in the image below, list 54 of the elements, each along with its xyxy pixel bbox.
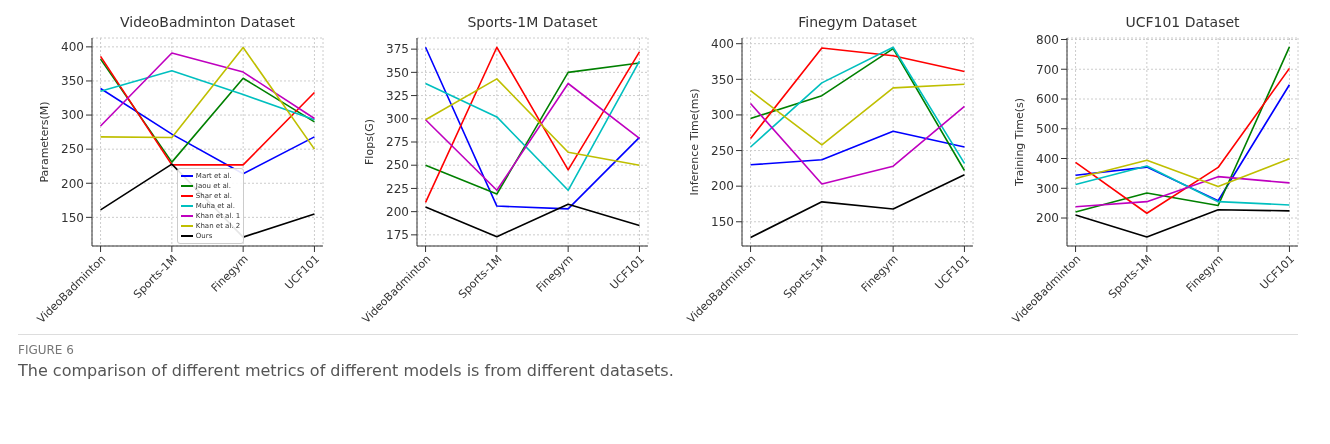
y-tick-label: 150 <box>711 215 734 230</box>
line-series <box>424 82 641 192</box>
y-tick-label: 275 <box>386 135 409 150</box>
line-series <box>1074 165 1291 206</box>
line-series <box>1074 208 1291 238</box>
y-tick-label: 300 <box>386 112 409 127</box>
y-tick-label: 200 <box>61 176 84 191</box>
y-tick-label: 800 <box>1036 32 1059 47</box>
y-tick-label: 350 <box>61 74 84 89</box>
line-series <box>1074 175 1291 208</box>
y-tick-label: 400 <box>1036 151 1059 166</box>
chart-title: UCF101 Dataset <box>1124 14 1241 30</box>
line-series <box>99 52 316 127</box>
y-tick-label: 700 <box>1036 62 1059 77</box>
line-series <box>99 46 316 150</box>
y-tick-label: 500 <box>1036 122 1059 137</box>
caption: FIGURE 6 <box>18 343 75 357</box>
y-tick-label: 250 <box>61 142 84 157</box>
y-tick-label: 300 <box>1036 181 1059 196</box>
line-series <box>749 102 966 185</box>
chart-title: Finegym Dataset <box>797 14 918 30</box>
y-tick-label: 300 <box>711 108 734 123</box>
y-tick-label: 200 <box>711 179 734 194</box>
y-tick-label: 325 <box>386 88 409 103</box>
y-tick-label: 350 <box>711 72 734 87</box>
line-series <box>99 69 316 121</box>
y-tick-label: 400 <box>711 36 734 51</box>
y-axis-title: Inference Time(ms) <box>687 88 701 196</box>
line-series <box>749 130 966 166</box>
y-tick-label: 175 <box>386 228 409 243</box>
y-tick-label: 400 <box>61 40 84 55</box>
y-axis-title: Parameters(M) <box>37 101 51 183</box>
y-tick-label: 350 <box>386 65 409 80</box>
line-series <box>1074 83 1291 202</box>
chart-title: VideoBadminton Dataset <box>119 14 296 30</box>
line-series <box>424 203 641 238</box>
line-series <box>749 47 966 140</box>
line-series <box>749 173 966 239</box>
y-tick-label: 200 <box>1036 211 1059 226</box>
y-tick-label: 225 <box>386 181 409 196</box>
y-tick-label: 600 <box>1036 92 1059 107</box>
y-axis-title: Training Time(s) <box>1012 97 1026 188</box>
y-tick-label: 200 <box>386 204 409 219</box>
y-axis-title: Flops(G) <box>362 119 376 165</box>
chart-title: Sports-1M Dataset <box>466 14 599 30</box>
y-tick-label: 250 <box>711 143 734 158</box>
line-series <box>1074 158 1291 188</box>
line-series <box>749 83 966 146</box>
y-tick-label: 250 <box>386 158 409 173</box>
text: The comparison of different metrics of different models is from different datasets. <box>18 361 675 380</box>
line-series <box>424 78 641 167</box>
y-tick-label: 300 <box>61 108 84 123</box>
y-tick-label: 375 <box>386 42 409 57</box>
y-tick-label: 150 <box>61 210 84 225</box>
